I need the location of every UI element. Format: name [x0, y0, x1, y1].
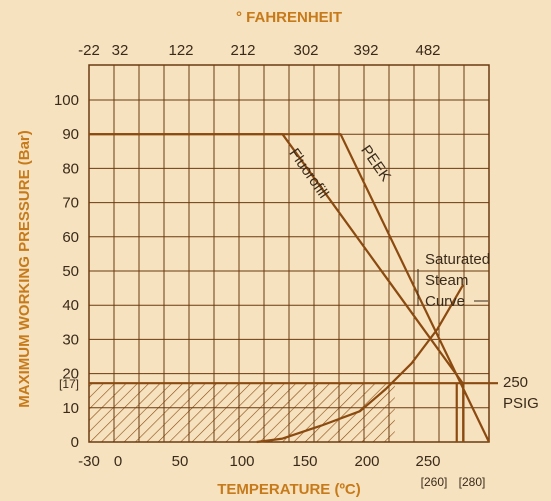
x2-tick-label: 302: [293, 42, 318, 59]
x2-tick-label: 212: [230, 42, 255, 59]
y-tick-label: 90: [62, 126, 79, 143]
x2-tick-label: 482: [415, 42, 440, 59]
hatched-region-layer: [89, 383, 395, 442]
y-tick-label: 40: [62, 297, 79, 314]
series-layer: [89, 133, 490, 444]
y-axis-title: MAXIMUM WORKING PRESSURE (Bar): [16, 130, 33, 408]
fluorofill-label: Fluorofill: [285, 145, 331, 201]
x-tick-label: 100: [229, 453, 254, 470]
series-line-peek: [89, 133, 490, 443]
x-tick-label: -30: [78, 453, 100, 470]
x-extra-tick-280: [280]: [459, 475, 486, 489]
y-tick-label: 100: [54, 92, 79, 109]
grid-layer: [88, 64, 490, 443]
y-tick-label: 80: [62, 160, 79, 177]
y-tick-label: 50: [62, 263, 79, 280]
x-tick-label: 200: [354, 453, 379, 470]
y-tick-label: 0: [71, 434, 79, 451]
tick-layer: -30 0 50 100 150 200 250[260] [280]-22 32 122 212 3…: [54, 42, 485, 489]
x2-tick-label: 122: [168, 42, 193, 59]
y-tick-label: 20: [62, 366, 79, 383]
x-tick-label: 150: [292, 453, 317, 470]
series-line-saturated-steam-curve: [256, 284, 465, 444]
plot-frame: [88, 64, 490, 443]
x2-tick-label: 32: [112, 42, 129, 59]
steam-label-line-3: Curve: [425, 293, 465, 310]
psig-label-line-2: PSIG: [503, 395, 539, 412]
x-tick-label: 50: [172, 453, 189, 470]
x-tick-label: 250: [415, 453, 440, 470]
x-axis-title: TEMPERATURE (ºC): [217, 481, 361, 498]
y-extra-tick-17: [17]: [59, 377, 79, 391]
y-tick-label: 30: [62, 331, 79, 348]
x-extra-tick-260: [260]: [421, 475, 448, 489]
y-tick-label: 10: [62, 400, 79, 417]
steam-label-line-2: Steam: [425, 272, 468, 289]
top-axis-title: ° FAHRENHEIT: [236, 9, 342, 26]
y-tick-label: 60: [62, 229, 79, 246]
y-tick-label: 70: [62, 195, 79, 212]
x-tick-label: 0: [114, 453, 122, 470]
hatched-region: [89, 383, 395, 442]
x2-tick-label: -22: [78, 42, 100, 59]
x2-tick-label: 392: [353, 42, 378, 59]
psig-label-line-1: 250: [503, 374, 528, 391]
steam-label-line-1: Saturated: [425, 251, 490, 268]
